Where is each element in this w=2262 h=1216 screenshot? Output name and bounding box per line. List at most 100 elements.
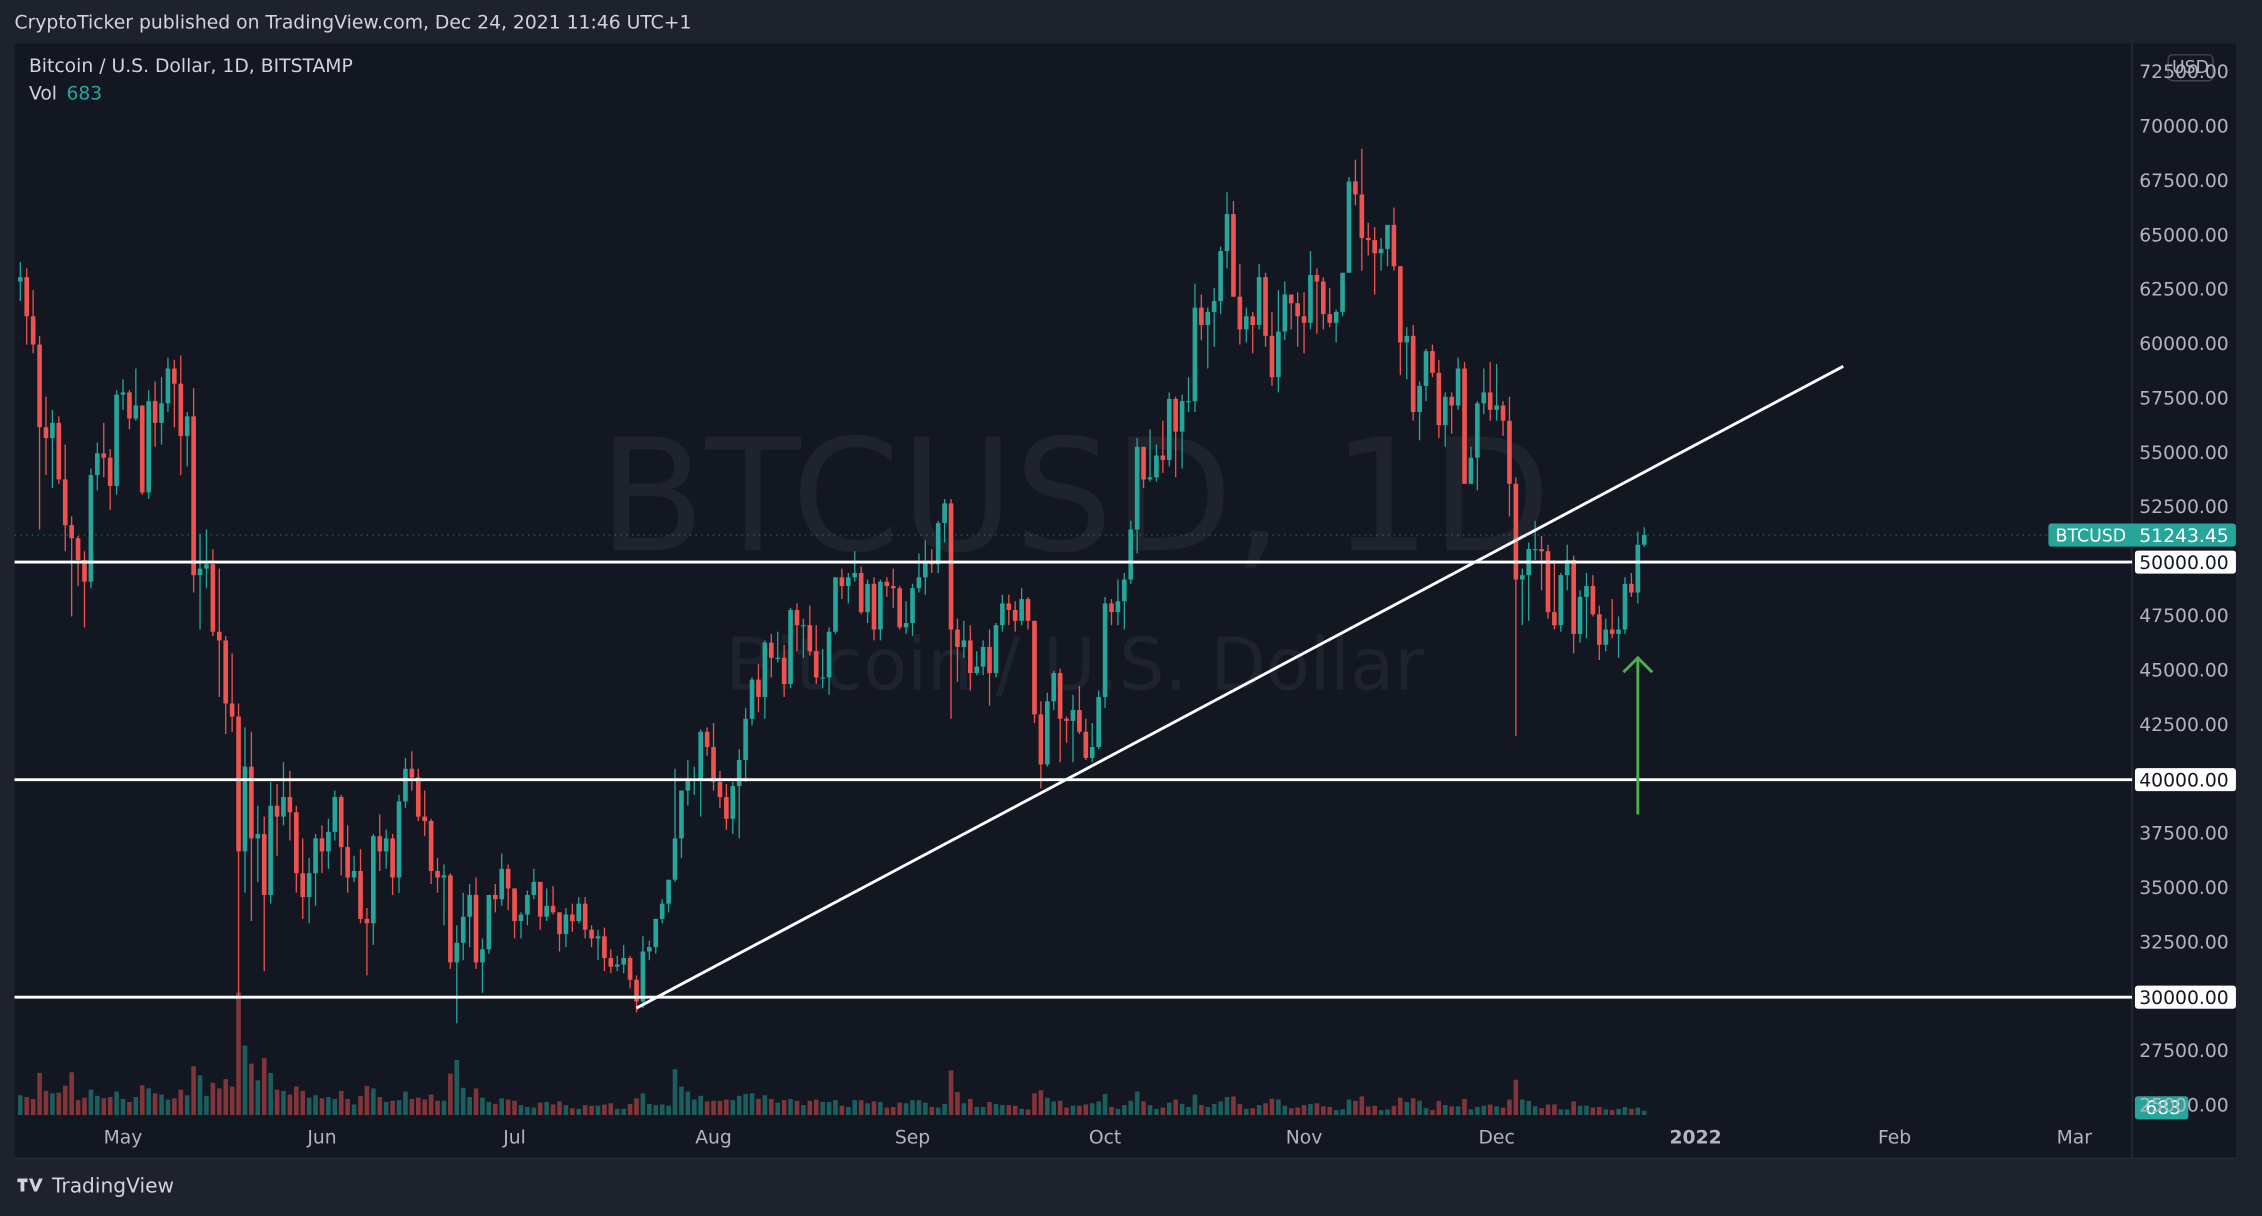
volume-bar xyxy=(1327,1106,1333,1116)
volume-bar xyxy=(762,1095,768,1116)
candle-body xyxy=(839,577,845,587)
candle-body xyxy=(1449,396,1454,406)
volume-bar xyxy=(486,1102,492,1116)
volume-bar xyxy=(326,1097,331,1116)
candle-body xyxy=(1102,603,1108,697)
volume-bar xyxy=(448,1073,453,1116)
candle-body xyxy=(1199,307,1204,325)
candle-body xyxy=(261,834,267,895)
candle-body xyxy=(274,805,280,817)
volume-bar xyxy=(518,1105,524,1116)
y-tick-label: 45000.00 xyxy=(2139,660,2228,681)
volume-bar xyxy=(1590,1107,1596,1116)
volume-badge-label: 683 xyxy=(2145,1098,2181,1119)
level-badge xyxy=(2134,768,2236,792)
volume-bar xyxy=(743,1093,748,1116)
volume-bar xyxy=(435,1100,440,1116)
volume-bar xyxy=(576,1108,582,1116)
candle-body xyxy=(114,394,119,486)
trend-line xyxy=(635,365,1844,1010)
candle-body xyxy=(441,875,447,878)
volume-bar xyxy=(1340,1109,1345,1116)
volume-bar xyxy=(82,1097,87,1116)
volume-bar xyxy=(351,1104,357,1116)
candle-body xyxy=(1558,575,1564,626)
volume-bar xyxy=(1166,1102,1172,1116)
volume-bar xyxy=(1096,1101,1101,1116)
candle-body xyxy=(467,894,472,917)
volume-bar xyxy=(1333,1110,1339,1116)
volume-badge xyxy=(2134,1096,2189,1120)
candle-body xyxy=(88,475,94,582)
candle-body xyxy=(1154,455,1159,478)
candle-body xyxy=(216,631,222,641)
volume-bar xyxy=(236,992,241,1116)
candle-body xyxy=(1250,316,1256,325)
candle-body xyxy=(120,392,126,395)
volume-bar xyxy=(1256,1105,1262,1116)
candle-body xyxy=(525,894,530,915)
candle-body xyxy=(1243,316,1249,330)
volume-bar xyxy=(807,1100,813,1116)
volume-bar xyxy=(602,1104,607,1116)
candle-body xyxy=(210,564,216,632)
candle-body xyxy=(595,936,601,939)
candle-body xyxy=(1346,181,1352,273)
candle-body xyxy=(1417,385,1422,413)
candle-body xyxy=(1128,529,1134,580)
brand-logo[interactable]: TradingView xyxy=(17,1174,174,1198)
candle-body xyxy=(139,405,145,493)
candle-body xyxy=(736,760,742,787)
candle-body xyxy=(62,479,68,526)
volume-bar xyxy=(127,1102,132,1116)
legend-title[interactable]: Bitcoin / U.S. Dollar, 1D, BITSTAMP xyxy=(29,56,353,77)
volume-bar xyxy=(923,1102,928,1116)
volume-bar xyxy=(371,1088,376,1116)
candle-body xyxy=(1372,240,1377,254)
volume-bar xyxy=(364,1085,370,1116)
volume-bar xyxy=(313,1095,318,1116)
volume-bar xyxy=(878,1102,883,1116)
volume-bar xyxy=(1243,1108,1249,1116)
candle-body xyxy=(454,942,460,963)
volume-bar xyxy=(1032,1093,1037,1116)
volume-bar xyxy=(1353,1100,1358,1116)
candle-body xyxy=(422,816,427,821)
volume-bar xyxy=(1012,1105,1018,1116)
candle-body xyxy=(1513,483,1519,580)
candle-body xyxy=(1584,586,1589,597)
candle-body xyxy=(396,801,402,878)
volume-bar xyxy=(172,1098,177,1116)
candle-body xyxy=(589,929,594,939)
candle-body xyxy=(268,805,273,895)
candle-body xyxy=(807,625,813,652)
candle-body xyxy=(884,581,890,587)
volume-bar xyxy=(589,1105,594,1116)
y-tick-label: 27500.00 xyxy=(2139,1041,2228,1062)
volume-bar xyxy=(139,1085,145,1116)
candle-body xyxy=(627,958,633,980)
candle-body xyxy=(24,277,30,317)
candle-body xyxy=(364,918,370,924)
volume-bar xyxy=(730,1100,736,1116)
volume-bar xyxy=(1430,1110,1435,1116)
candle-body xyxy=(903,623,909,628)
volume-bar xyxy=(1025,1109,1031,1116)
y-tick-label: 25000.00 xyxy=(2139,1095,2228,1116)
volume-bar xyxy=(698,1095,704,1116)
candle-body xyxy=(826,631,832,678)
legend-volume-label[interactable]: Vol xyxy=(29,83,57,104)
volume-bar xyxy=(858,1100,864,1116)
volume-bar xyxy=(242,1045,248,1116)
arrow-head xyxy=(1622,655,1654,674)
candle-body xyxy=(17,277,23,282)
volume-bar xyxy=(768,1098,774,1116)
candle-body xyxy=(1314,274,1320,282)
volume-bar xyxy=(1019,1108,1024,1116)
candle-body xyxy=(724,797,729,819)
candle-body xyxy=(1192,307,1198,402)
volume-bar xyxy=(608,1103,614,1116)
candle-body xyxy=(383,838,389,852)
x-tick-label: Dec xyxy=(1478,1128,1514,1149)
